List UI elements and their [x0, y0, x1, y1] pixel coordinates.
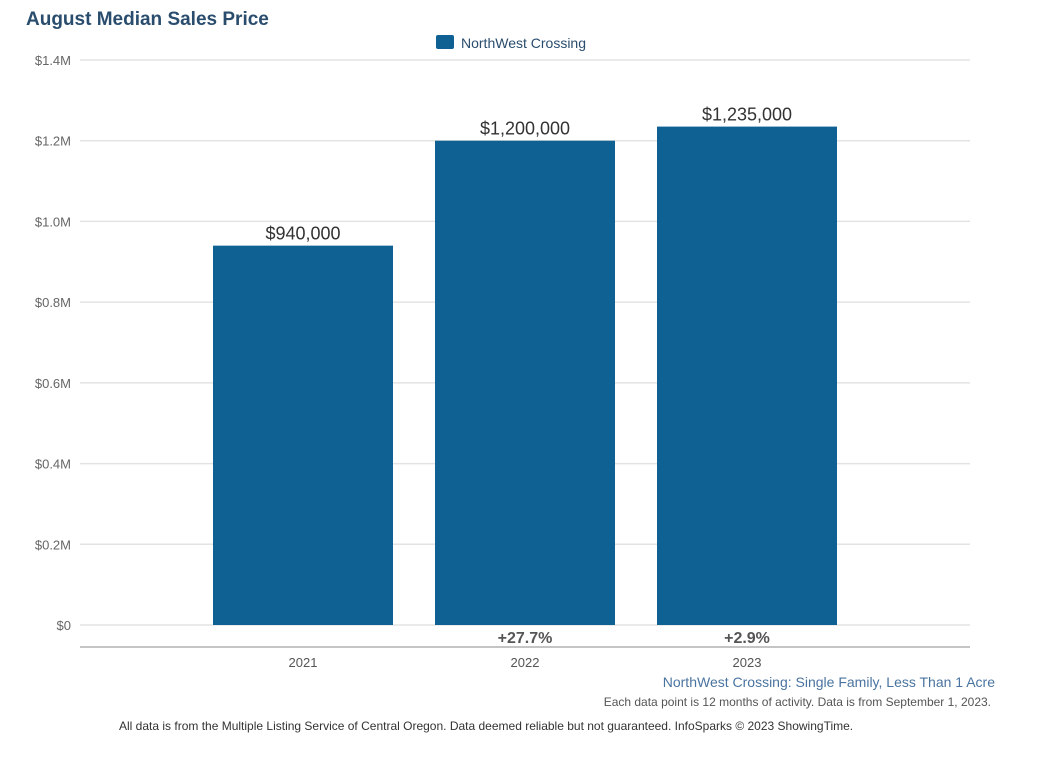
chart-subtitle: NorthWest Crossing: Single Family, Less … [662, 674, 995, 690]
data-label: $1,235,000 [702, 105, 792, 125]
y-tick-label: $1.4M [35, 53, 71, 68]
x-tick-label: 2021 [289, 655, 318, 670]
data-note: Each data point is 12 months of activity… [603, 695, 991, 709]
legend-swatch [436, 35, 454, 49]
x-tick-label: 2022 [511, 655, 540, 670]
x-tick-label: 2023 [733, 655, 762, 670]
y-tick-label: $0.8M [35, 295, 71, 310]
data-label: $940,000 [265, 224, 340, 244]
chart-title: August Median Sales Price [26, 9, 269, 30]
bar [435, 140, 615, 625]
legend-label: NorthWest Crossing [461, 35, 586, 51]
y-tick-label: $0.6M [35, 376, 71, 391]
y-tick-label: $0.2M [35, 537, 71, 552]
change-label: +2.9% [724, 630, 770, 647]
y-tick-label: $0.4M [35, 457, 71, 472]
disclaimer: All data is from the Multiple Listing Se… [119, 719, 854, 733]
data-label: $1,200,000 [480, 119, 570, 139]
change-label: +27.7% [498, 630, 553, 647]
bar [657, 126, 837, 625]
y-tick-label: $1.0M [35, 214, 71, 229]
y-tick-label: $0 [57, 618, 71, 633]
y-tick-label: $1.2M [35, 134, 71, 149]
bar [213, 245, 393, 625]
